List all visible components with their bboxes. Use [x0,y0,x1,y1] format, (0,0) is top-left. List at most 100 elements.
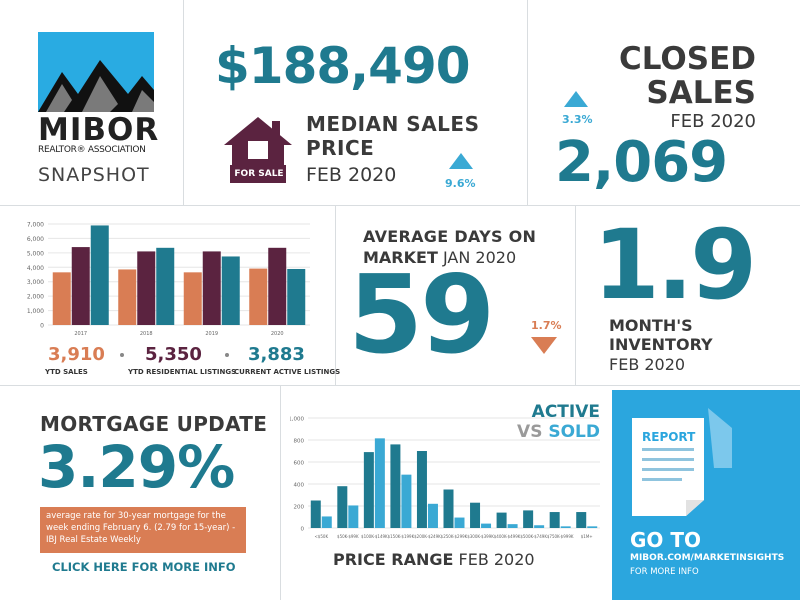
price-range-footer: PRICE RANGE FEB 2020 [333,550,535,569]
report-panel[interactable]: REPORT GO TO MIBOR.COM/MARKETINSIGHTS FO… [612,390,800,600]
x-tick-label: $1M+ [581,534,593,539]
bar [560,526,571,528]
bar [268,247,287,325]
active-title: ACTIVE [531,402,600,422]
closed-label-line2: SALES [646,75,756,111]
bar [416,451,427,528]
up-arrow-icon [449,153,473,169]
inventory-value: 1.9 [593,209,757,321]
bar [401,474,412,528]
median-label: MEDIAN SALES PRICE [306,112,479,160]
bar [507,524,518,528]
bar [52,272,71,325]
days-label-line1: AVERAGE DAYS ON [363,227,537,246]
mortgage-title: MORTGAGE UPDATE [40,412,268,436]
y-tick-label: 400 [294,483,305,489]
brand-subtitle: REALTOR® ASSOCIATION [38,145,146,155]
bar [587,526,598,528]
x-tick-label: 2018 [140,331,153,337]
median-label-line2: PRICE [306,136,375,160]
y-tick-label: 7,000 [27,222,44,229]
y-tick-label: 6,000 [27,236,44,243]
bar [427,503,438,528]
days-label-line2: MARKET [363,248,438,267]
report-doc-label: REPORT [642,430,696,444]
ytd-sales-value: 3,910 [48,344,105,365]
closed-period: FEB 2020 [670,111,756,132]
brand-name: MIBOR [38,112,160,148]
bar [321,516,332,528]
closed-change: 3.3% [562,113,593,126]
bar [363,452,374,528]
x-tick-label: $50K-$99K [337,534,359,539]
bar [549,512,560,528]
divider [575,205,576,385]
more-info-link[interactable]: CLICK HERE FOR MORE INFO [52,560,236,574]
median-label-line1: MEDIAN SALES [306,112,480,136]
logo[interactable]: MIBOR REALTOR® ASSOCIATION SNAPSHOT [38,32,160,192]
price-range-bar-chart: 0 200 400 600 800 1,000 <$50K $50K-$99K$100K-$1… [290,417,600,539]
bar [348,505,359,528]
x-tick-label: <$50K [314,534,328,539]
ytd-bar-chart: 0 1,000 2,000 3,000 4,000 5,000 6,000 7,000 2017… [27,222,310,337]
inventory-label-line2: INVENTORY [609,335,713,354]
days-change: 1.7% [531,319,562,332]
median-period: FEB 2020 [306,164,397,186]
report-url: MIBOR.COM/MARKETINSIGHTS [630,553,785,563]
separator-dot [225,353,229,357]
separator-dot [120,353,124,357]
goto-label: GO TO [630,528,702,552]
price-range-period: FEB 2020 [458,550,535,569]
up-arrow-icon [564,91,588,107]
divider [183,0,184,205]
mortgage-rate: 3.29% [38,433,235,501]
bar [90,225,109,325]
y-tick-label: 1,000 [27,308,44,315]
active-listings-value: 3,883 [248,344,305,365]
x-tick-label: $250K-$299K [441,534,468,539]
mortgage-note: average rate for 30-year mortgage for th… [46,511,236,545]
x-tick-label: $300K-$399K [467,534,494,539]
bar [496,512,507,528]
vs-label: VS [517,422,543,442]
inventory-label-line1: MONTH'S [609,316,693,335]
bar [454,517,465,528]
median-price-value: $188,490 [215,37,471,95]
y-tick-label: 600 [294,461,305,467]
y-tick-label: 0 [40,323,44,330]
y-tick-label: 3,000 [27,279,44,286]
for-sale-sign: FOR SALE [234,169,284,179]
x-tick-label: $500K-$749K [520,534,547,539]
sold-label: SOLD [548,422,600,442]
x-tick-label: $750K-$999K [547,534,574,539]
y-tick-label: 200 [294,505,305,511]
bar [374,438,385,528]
mortgage-note-box: average rate for 30-year mortgage for th… [40,507,246,553]
divider [527,0,528,205]
bar [337,486,348,528]
closed-label-line1: CLOSED [619,41,756,77]
bar [443,489,454,528]
ytd-listings-value: 5,350 [145,344,202,365]
median-change: 9.6% [445,177,476,190]
bar [310,500,321,528]
ytd-listings-label: YTD RESIDENTIAL LISTINGS [128,368,237,376]
x-tick-label: $100K-$149K [361,534,388,539]
y-tick-label: 800 [294,439,305,445]
y-tick-label: 5,000 [27,250,44,257]
x-tick-label: 2017 [74,331,87,337]
closed-value: 2,069 [555,130,728,195]
y-tick-label: 2,000 [27,294,44,301]
x-tick-label: 2019 [205,331,218,337]
divider [280,385,281,600]
bar [156,247,175,325]
y-tick-label: 0 [301,527,305,533]
divider [335,205,336,385]
x-tick-label: $150K-$199K [388,534,415,539]
vs-sold-title: VS SOLD [500,422,600,442]
days-value: 59 [348,253,495,378]
bar [576,512,587,528]
x-tick-label: 2020 [271,331,284,337]
bar [481,523,492,528]
bar [118,269,137,325]
